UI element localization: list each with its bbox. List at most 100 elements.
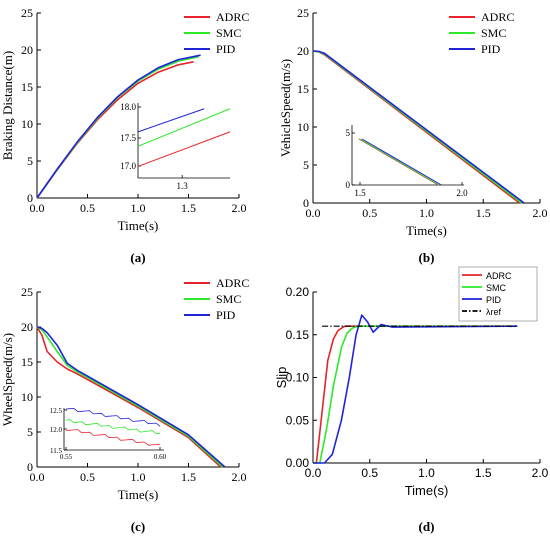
series-line-pid — [36, 326, 226, 468]
x-tick-label: 0.0 — [30, 201, 45, 215]
x-tick-label: 0.5 — [361, 466, 378, 480]
series-line-smc — [313, 325, 518, 464]
y-axis-label: Braking Distance(m) — [0, 51, 15, 160]
x-tick-label: 2.0 — [532, 466, 549, 480]
y-tick-label: 0 — [27, 460, 33, 474]
inset-line-pid — [361, 138, 442, 186]
x-axis-label: Time(s) — [118, 487, 159, 502]
y-tick-label: 0 — [27, 191, 33, 205]
legend-label: PID — [216, 308, 236, 322]
inset-x-tick-label: 1.3 — [177, 181, 189, 191]
y-tick-label: 5 — [27, 154, 33, 168]
inset-x-tick-label: 0.60 — [154, 453, 167, 461]
x-axis-label: Time(s) — [406, 223, 447, 238]
legend-label: ADRC — [481, 10, 514, 24]
x-tick-label: 0.5 — [80, 470, 95, 484]
series-line-smc — [36, 326, 224, 468]
legend-label: SMC — [486, 283, 507, 293]
series-line-smc — [36, 55, 199, 199]
y-tick-label: 20 — [21, 43, 33, 57]
series-line-smc — [312, 50, 523, 204]
inset-plot: 0.55 0.60 11.5 12.0 12.5 — [50, 407, 167, 461]
y-tick-label: 15 — [21, 80, 33, 94]
y-tick-label: 10 — [21, 117, 33, 131]
legend-label: ADRC — [216, 276, 249, 290]
legend: ADRC SMC PID — [449, 10, 514, 56]
x-tick-label: 0.0 — [306, 206, 321, 220]
y-tick-label: 0.15 — [286, 328, 310, 342]
inset-plot: 1.3 17.0 17.5 18.0 — [120, 102, 231, 191]
inset-y-tick-label: 12.5 — [50, 407, 63, 415]
x-tick-label: 0.0 — [305, 466, 322, 480]
chart-panel-c: 0.0 0.5 1.0 1.5 2.0 0 5 10 15 20 25 Time(s) WheelSpe… — [0, 276, 249, 534]
legend: ADRC SMC PID λref — [458, 266, 538, 322]
x-axis-label: Time(s) — [118, 218, 159, 233]
legend-label: PID — [216, 42, 236, 56]
inset-y-tick-label: 0 — [346, 180, 351, 190]
x-tick-label: 2.0 — [232, 470, 247, 484]
y-axis-label: WheelSpeed(m/s) — [0, 333, 15, 426]
inset-line-adrc — [137, 131, 231, 167]
inset-line-pid — [137, 108, 205, 133]
y-tick-label: 0.20 — [286, 285, 310, 299]
x-tick-label: 1.0 — [131, 470, 146, 484]
inset-plot: 1.5 2.0 0 5 — [346, 125, 468, 198]
inset-line-adrc — [65, 429, 161, 446]
inset-x-tick-label: 1.5 — [354, 188, 366, 198]
y-tick-label: 25 — [297, 6, 309, 20]
y-tick-label: 0.10 — [286, 371, 310, 385]
chart-panel-d: 0.0 0.5 1.0 1.5 2.0 0.00 0.05 0.10 0.15 0.20 Time(… — [274, 266, 549, 534]
y-tick-label: 15 — [297, 82, 309, 96]
legend-label: ADRC — [486, 271, 512, 281]
inset-y-tick-label: 12.0 — [50, 426, 63, 434]
chart-panel-a: 0.0 0.5 1.0 1.5 2.0 0 5 10 15 20 25 Time(s) Braking … — [0, 6, 249, 265]
x-tick-label: 1.5 — [181, 470, 196, 484]
x-tick-label: 1.0 — [418, 466, 435, 480]
y-tick-label: 20 — [297, 44, 309, 58]
panel-label: (a) — [130, 250, 145, 265]
y-tick-label: 0 — [303, 196, 309, 210]
y-tick-label: 0.05 — [286, 413, 310, 427]
legend-label: ADRC — [216, 10, 249, 24]
legend-label: λref — [486, 307, 502, 317]
legend-label: PID — [486, 295, 502, 305]
panel-label: (b) — [419, 250, 435, 265]
y-tick-label: 0.00 — [286, 456, 310, 470]
x-tick-label: 0.5 — [362, 206, 377, 220]
legend-label: SMC — [216, 292, 241, 306]
x-tick-label: 0.0 — [30, 470, 45, 484]
legend: ADRC SMC PID — [184, 276, 249, 322]
series-line-pid — [312, 50, 525, 204]
y-tick-label: 25 — [21, 285, 33, 299]
inset-y-tick-label: 18.0 — [120, 102, 136, 112]
y-axis-label: Slip — [274, 367, 289, 389]
legend-box — [458, 266, 538, 322]
x-tick-label: 1.5 — [181, 201, 196, 215]
legend-label: PID — [481, 42, 501, 56]
x-tick-label: 1.5 — [476, 206, 491, 220]
inset-line-smc — [65, 419, 161, 435]
x-tick-label: 2.0 — [232, 201, 247, 215]
x-tick-label: 2.0 — [533, 206, 548, 220]
y-tick-label: 15 — [21, 355, 33, 369]
x-tick-label: 1.5 — [475, 466, 492, 480]
legend: ADRC SMC PID — [184, 10, 249, 56]
y-tick-label: 25 — [21, 6, 33, 20]
inset-x-tick-label: 2.0 — [456, 188, 468, 198]
y-tick-label: 5 — [27, 425, 33, 439]
panel-label: (d) — [419, 519, 435, 534]
inset-x-tick-label: 0.55 — [60, 453, 73, 461]
x-tick-label: 1.0 — [419, 206, 434, 220]
legend-label: SMC — [216, 26, 241, 40]
series-line-adrc — [36, 326, 222, 468]
series-line-adrc — [313, 325, 518, 464]
panel-label: (c) — [131, 519, 145, 534]
chart-panel-b: 0.0 0.5 1.0 1.5 2.0 0 5 10 15 20 25 Time(s) VehicleS… — [278, 6, 548, 265]
series-line-pid — [313, 314, 518, 464]
inset-y-tick-label: 5 — [346, 128, 351, 138]
y-tick-label: 10 — [21, 390, 33, 404]
inset-y-tick-label: 11.5 — [50, 447, 62, 455]
x-tick-label: 0.5 — [80, 201, 95, 215]
y-tick-label: 5 — [303, 158, 309, 172]
